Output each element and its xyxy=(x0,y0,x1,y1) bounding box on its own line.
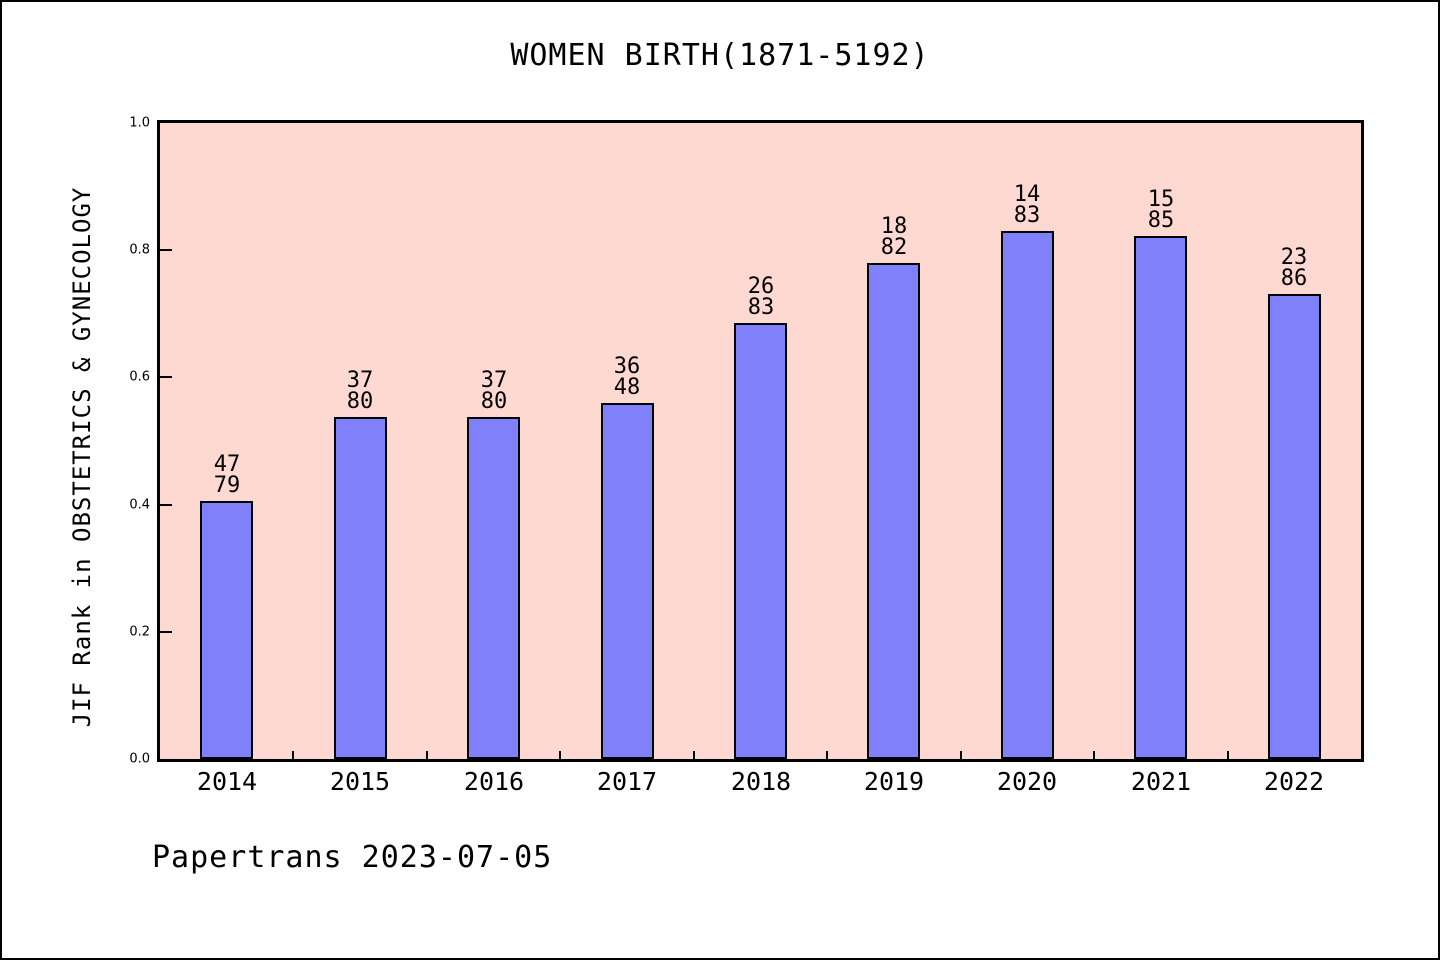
x-tick-label-2018: 2018 xyxy=(730,767,792,796)
y-tick-label-0.6: 0.6 xyxy=(129,369,150,385)
bar-value-label-2018: 26 83 xyxy=(747,273,775,321)
bar-2017 xyxy=(601,403,654,759)
bar-value-label-2021: 15 85 xyxy=(1147,186,1175,234)
x-tick-label-2019: 2019 xyxy=(863,767,925,796)
plot-area: 47 79 37 80 37 80 36 48 26 83 18 82 14 83 15 85… xyxy=(157,120,1364,762)
y-tick-label-0.8: 0.8 xyxy=(129,242,150,258)
x-tick-label-2014: 2014 xyxy=(196,767,258,796)
bar-value-label-2020: 14 83 xyxy=(1013,181,1041,229)
y-tick-label-1.0: 1.0 xyxy=(129,115,150,131)
bar-value-label-2014: 47 79 xyxy=(213,451,241,499)
x-tick-mark xyxy=(426,751,428,759)
bar-2018 xyxy=(734,323,787,759)
x-tick-mark xyxy=(826,751,828,759)
x-tick-label-2016: 2016 xyxy=(463,767,525,796)
x-tick-mark xyxy=(1093,751,1095,759)
y-tick-label-0.2: 0.2 xyxy=(129,624,150,640)
bar-2014 xyxy=(200,501,253,759)
bar-2021 xyxy=(1134,236,1187,759)
x-tick-label-2017: 2017 xyxy=(596,767,658,796)
x-tick-label-2020: 2020 xyxy=(996,767,1058,796)
bar-2016 xyxy=(467,417,520,759)
footer-watermark: Papertrans 2023-07-05 xyxy=(152,840,553,875)
x-tick-mark xyxy=(1227,751,1229,759)
y-tick-label-0.0: 0.0 xyxy=(129,751,150,767)
y-tick-mark xyxy=(160,631,172,633)
chart-title: WOMEN BIRTH(1871-5192) xyxy=(510,38,930,73)
bar-2022 xyxy=(1268,294,1321,759)
x-tick-mark xyxy=(559,751,561,759)
y-tick-mark xyxy=(160,376,172,378)
bar-2019 xyxy=(867,263,920,759)
x-tick-mark xyxy=(960,751,962,759)
x-tick-mark xyxy=(292,751,294,759)
y-tick-label-0.4: 0.4 xyxy=(129,497,150,513)
bar-2015 xyxy=(334,417,387,759)
bar-value-label-2017: 36 48 xyxy=(613,353,641,401)
y-tick-mark xyxy=(160,504,172,506)
x-tick-label-2022: 2022 xyxy=(1263,767,1325,796)
bar-value-label-2019: 18 82 xyxy=(880,213,908,261)
y-axis-label: JIF Rank in OBSTETRICS & GYNECOLOGY xyxy=(68,186,96,728)
bar-value-label-2022: 23 86 xyxy=(1280,244,1308,292)
bar-value-label-2016: 37 80 xyxy=(480,367,508,415)
x-tick-label-2015: 2015 xyxy=(329,767,391,796)
y-tick-mark xyxy=(160,249,172,251)
x-tick-mark xyxy=(693,751,695,759)
bar-2020 xyxy=(1001,231,1054,759)
x-tick-label-2021: 2021 xyxy=(1130,767,1192,796)
bar-value-label-2015: 37 80 xyxy=(346,367,374,415)
